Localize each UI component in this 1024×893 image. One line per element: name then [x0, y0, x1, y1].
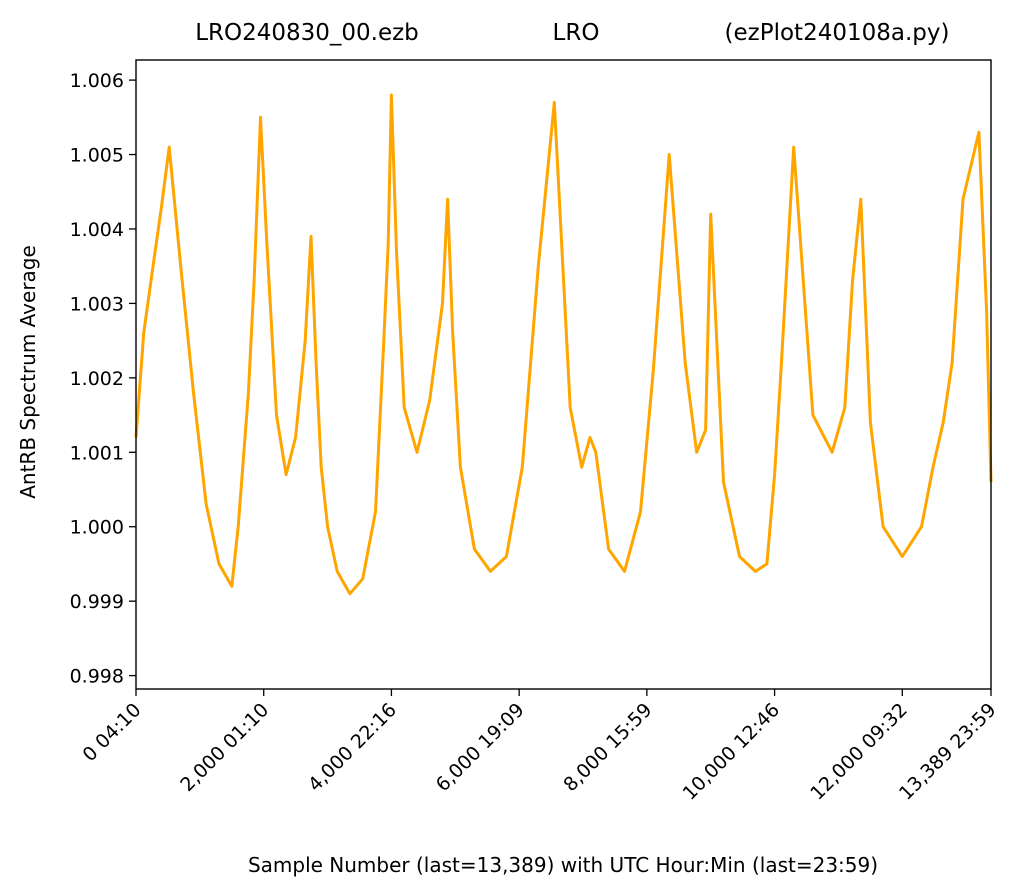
y-tick-label: 1.005 [70, 145, 124, 167]
y-tick-label: 1.003 [70, 293, 124, 315]
y-tick-label: 1.000 [70, 517, 124, 539]
x-tick-label: 6,000 19:09 [432, 699, 529, 796]
x-tick-label: 10,000 12:46 [679, 699, 785, 805]
x-tick-label: 2,000 01:10 [176, 699, 273, 796]
y-tick-label: 1.006 [70, 70, 124, 92]
x-tick-label: 0 04:10 [78, 699, 145, 766]
y-tick-label: 0.998 [70, 666, 124, 688]
x-tick-label: 4,000 22:16 [304, 699, 401, 796]
plot-area-frame [135, 59, 992, 690]
y-axis-label: AntRB Spectrum Average [16, 245, 40, 499]
series-layer [134, 93, 993, 596]
series-line-0 [134, 93, 993, 596]
y-tick-label: 0.999 [70, 591, 124, 613]
chart-title-right: (ezPlot240108a.py) [725, 20, 950, 46]
chart-title-left: LRO240830_00.ezb [195, 20, 419, 46]
y-tick-label: 1.002 [70, 368, 124, 390]
x-tick-label: 8,000 15:59 [559, 699, 656, 796]
chart-title-center: LRO [553, 20, 600, 46]
x-axis: 0 04:10 2,000 01:10 4,000 22:16 6,000 19:09… [78, 689, 1001, 805]
y-axis: 0.998 0.999 1.000 1.001 1.002 1.003 1.004 1.005… [70, 70, 136, 688]
chart-title-group: LRO240830_00.ezb LRO (ezPlot240108a.py) [195, 20, 949, 46]
y-tick-label: 1.001 [70, 442, 124, 464]
x-axis-label: Sample Number (last=13,389) with UTC Hou… [248, 853, 878, 877]
y-tick-label: 1.004 [70, 219, 124, 241]
